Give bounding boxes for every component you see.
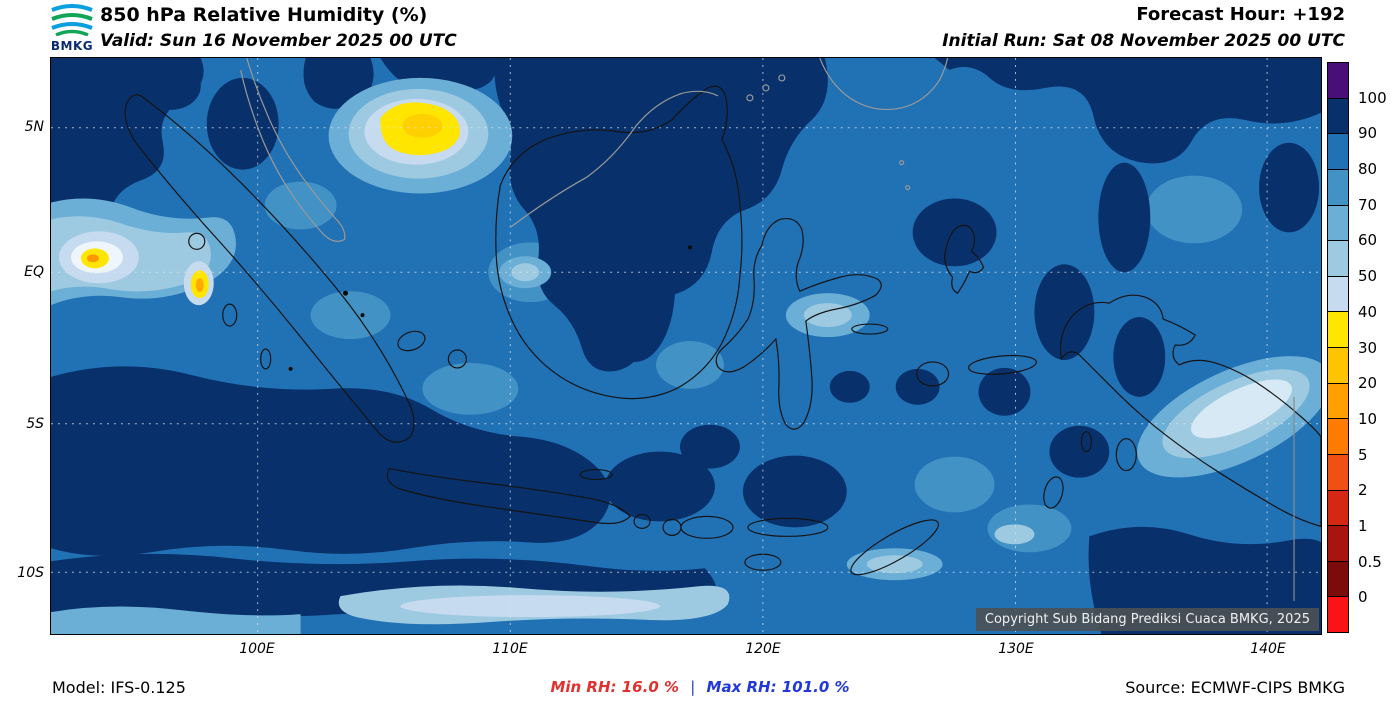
y-axis-label: EQ [24, 264, 44, 280]
x-axis-label: 140E [1250, 641, 1286, 657]
min-rh-value: 16.0 % [621, 678, 680, 696]
colorbar-tick-label: 0.5 [1358, 552, 1382, 571]
valid-time-label: Valid: Sun 16 November 2025 00 UTC [100, 31, 457, 51]
max-rh-value: 101.0 % [781, 678, 850, 696]
bmkg-logo: BMKG [44, 2, 100, 52]
page-title: 850 hPa Relative Humidity (%) [100, 4, 428, 26]
separator: | [690, 678, 696, 696]
colorbar-tick-label: 10 [1358, 409, 1378, 428]
x-axis-label: 130E [998, 641, 1034, 657]
y-axis-label: 10S [17, 565, 44, 581]
colorbar-tick-label: 30 [1358, 338, 1378, 357]
colorbar-tick-label: 40 [1358, 302, 1378, 321]
y-axis-label: 5N [24, 119, 44, 135]
forecast-hour-label: Forecast Hour: +192 [1136, 4, 1345, 25]
colorbar-tick-label: 5 [1358, 445, 1368, 464]
colorbar-tick-label: 50 [1358, 267, 1378, 286]
colorbar-segment [1328, 312, 1348, 348]
colorbar-ticks: 100 90 80 70 60 50 40 30 20 10 5 2 1 0.5 0 [1358, 62, 1398, 633]
colorbar-segment [1328, 276, 1348, 313]
x-axis-label: 120E [745, 641, 781, 657]
colorbar-segment [1328, 348, 1348, 384]
colorbar-segment [1328, 63, 1348, 99]
max-rh-label: Max RH: [706, 678, 777, 696]
gridlines [51, 58, 1321, 634]
min-rh-label: Min RH: [550, 678, 617, 696]
humidity-map-svg [51, 58, 1321, 634]
colorbar-segment [1328, 383, 1348, 420]
copyright-note: Copyright Sub Bidang Prediksi Cuaca BMKG… [975, 608, 1319, 631]
rh-90-100-regions [51, 58, 1321, 634]
colorbar-segment [1328, 490, 1348, 527]
foreign-coastlines [240, 58, 949, 242]
humidity-map: Copyright Sub Bidang Prediksi Cuaca BMKG… [50, 57, 1322, 635]
colorbar-tick-label: 90 [1358, 124, 1378, 143]
colorbar-tick-label: 2 [1358, 481, 1368, 500]
bmkg-logo-label: BMKG [50, 39, 94, 53]
y-axis-label: 5S [26, 416, 44, 432]
colorbar-segment [1328, 169, 1348, 206]
model-label: Model: IFS-0.125 [52, 678, 186, 697]
colorbar-tick-label: 100 [1358, 88, 1387, 107]
colorbar-segment [1328, 98, 1348, 135]
colorbar-segment [1328, 419, 1348, 455]
colorbar-segments [1327, 62, 1349, 633]
colorbar-tick-label: 0 [1358, 588, 1368, 607]
x-axis-label: 100E [239, 641, 275, 657]
initial-run-label: Initial Run: Sat 08 November 2025 00 UTC [942, 31, 1345, 51]
colorbar-segment [1328, 241, 1348, 277]
coastlines [124, 85, 1321, 576]
colorbar-segment [1328, 454, 1348, 491]
colorbar-tick-label: 20 [1358, 374, 1378, 393]
colorbar-tick-label: 60 [1358, 231, 1378, 250]
colorbar-tick-label: 80 [1358, 160, 1378, 179]
source-label: Source: ECMWF-CIPS BMKG [1125, 678, 1345, 697]
colorbar-segment [1328, 526, 1348, 562]
bmkg-logo-icon [51, 4, 93, 37]
rh-minima-specks [288, 245, 692, 371]
colorbar-tick-label: 1 [1358, 516, 1368, 535]
colorbar-segment [1328, 597, 1348, 632]
colorbar-segment [1328, 134, 1348, 170]
x-axis-label: 110E [492, 641, 528, 657]
colorbar-segment [1328, 561, 1348, 598]
colorbar-segment [1328, 205, 1348, 242]
rh-extremes: Min RH: 16.0 % | Max RH: 101.0 % [0, 678, 1400, 696]
colorbar: 100 90 80 70 60 50 40 30 20 10 5 2 1 0.5 0 [1327, 62, 1397, 633]
colorbar-tick-label: 70 [1358, 195, 1378, 214]
